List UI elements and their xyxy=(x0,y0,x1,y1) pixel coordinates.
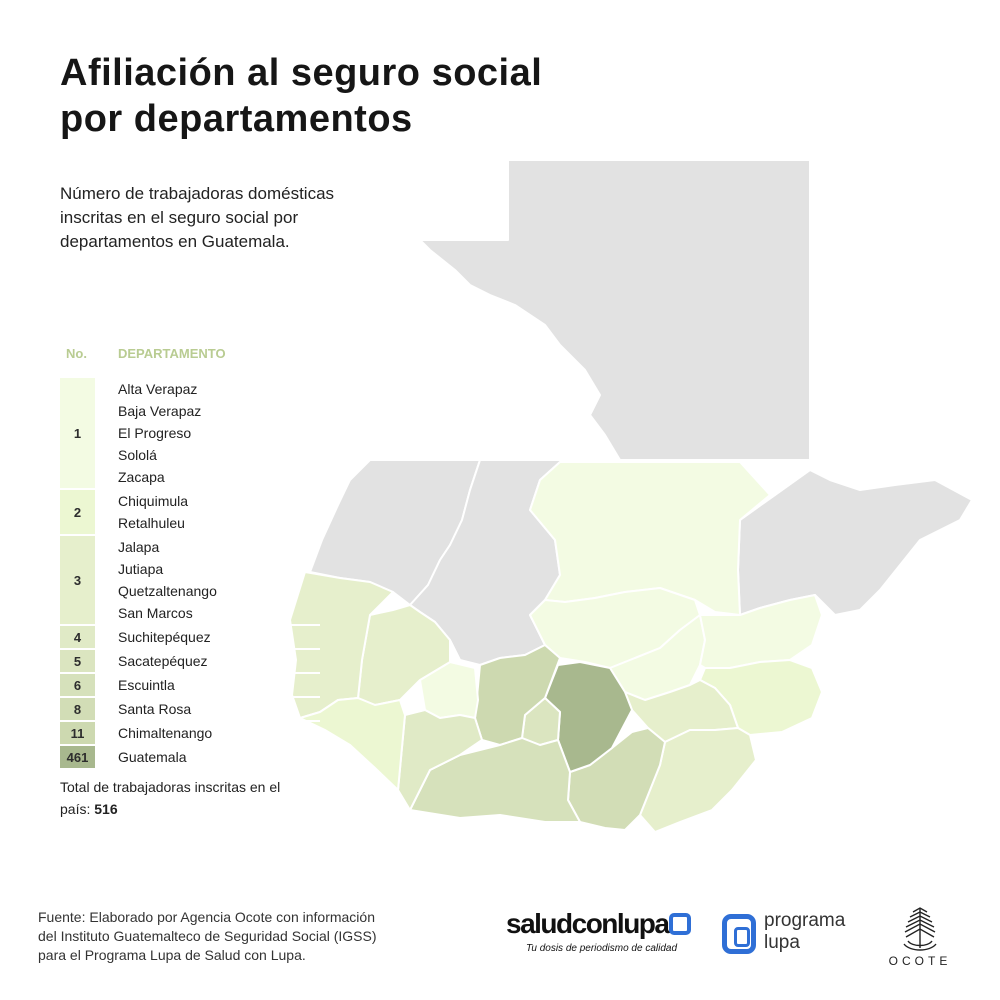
legend-value-swatch: 461 xyxy=(60,746,95,768)
title-line: por departamentos xyxy=(60,98,413,140)
legend-value-swatch: 3 xyxy=(60,536,95,624)
saludconlupa-wordmark: saludconlupa xyxy=(506,908,670,939)
legend-groups: 1 Alta Verapaz Baja Verapaz El Progreso Solo… xyxy=(60,378,320,770)
legend-department: Suchitepéquez xyxy=(118,629,211,645)
page-title: Afiliación al seguro social por departam… xyxy=(60,50,620,142)
legend-value-swatch: 6 xyxy=(60,674,95,696)
legend-department: Retalhuleu xyxy=(118,515,185,531)
programa-lupa-line1: programa xyxy=(764,910,846,931)
legend-department: Santa Rosa xyxy=(118,701,192,717)
source-line: para el Programa Lupa de Salud con Lupa. xyxy=(38,947,306,963)
title-line: Afiliación al seguro social xyxy=(60,52,543,94)
legend-department: El Progreso xyxy=(118,425,192,441)
legend-group: 4 Suchitepéquez xyxy=(60,626,320,650)
legend-value-swatch: 5 xyxy=(60,650,95,672)
saludconlupa-logo: saludconlupa Tu dosis de periodismo de c… xyxy=(506,908,696,960)
legend-department: Jalapa xyxy=(118,539,160,555)
subtitle-line: inscritas en el seguro social por xyxy=(60,208,299,227)
ocote-emblem-icon xyxy=(903,907,937,951)
legend-department: Jutiapa xyxy=(118,561,164,577)
legend-header: No. DEPARTAMENTO xyxy=(60,346,320,378)
legend-value-swatch: 11 xyxy=(60,722,95,744)
lupa-q-icon xyxy=(669,913,692,935)
region-santa-rosa xyxy=(567,727,666,831)
saludconlupa-tagline: Tu dosis de periodismo de calidad xyxy=(526,943,678,954)
programa-lupa-icon xyxy=(722,914,756,954)
region-izabal xyxy=(737,469,973,616)
region-suchitepequez xyxy=(397,709,483,811)
legend-group: 6 Escuintla xyxy=(60,674,320,698)
legend-department: Escuintla xyxy=(118,677,175,693)
legend-group: 1 Alta Verapaz Baja Verapaz El Progreso Solo… xyxy=(60,378,320,490)
legend-group: 461 Guatemala xyxy=(60,746,320,770)
region-zacapa xyxy=(699,594,823,669)
source-line: Fuente: Elaborado por Agencia Ocote con … xyxy=(38,909,375,925)
legend-header-no: No. xyxy=(66,346,87,361)
legend-department: San Marcos xyxy=(118,605,193,621)
region-retalhuleu xyxy=(299,697,406,791)
total-value: 516 xyxy=(94,801,118,817)
programa-lupa-line2: lupa xyxy=(764,932,800,953)
total-label: Total de trabajadoras inscritas en el pa… xyxy=(60,779,281,817)
legend-value-swatch: 8 xyxy=(60,698,95,720)
region-peten xyxy=(419,159,811,461)
source-line: del Instituto Guatemalteco de Seguridad … xyxy=(38,928,377,944)
ocote-wordmark: OCOTE xyxy=(888,954,952,968)
subtitle-line: departamentos en Guatemala. xyxy=(60,232,290,251)
legend-department: Baja Verapaz xyxy=(118,403,202,419)
legend-department: Zacapa xyxy=(118,469,165,485)
ocote-logo: OCOTE xyxy=(880,904,960,976)
legend-group: 11 Chimaltenango xyxy=(60,722,320,746)
subtitle: Número de trabajadoras domésticas inscri… xyxy=(60,182,420,254)
legend-header-department: DEPARTAMENTO xyxy=(118,346,226,361)
subtitle-line: Número de trabajadoras domésticas xyxy=(60,184,335,203)
legend-group: 2 Chiquimula Retalhuleu xyxy=(60,490,320,536)
legend-department: Sacatepéquez xyxy=(118,653,208,669)
source-note: Fuente: Elaborado por Agencia Ocote con … xyxy=(38,908,458,965)
legend-group: 3 Jalapa Jutiapa Quetzaltenango San Marcos xyxy=(60,536,320,626)
legend-value-swatch: 1 xyxy=(60,378,95,488)
legend-department: Guatemala xyxy=(118,749,187,765)
legend-group: 8 Santa Rosa xyxy=(60,698,320,722)
legend-department: Chimaltenango xyxy=(118,725,213,741)
legend-department: Chiquimula xyxy=(118,493,189,509)
legend-group: 5 Sacatepéquez xyxy=(60,650,320,674)
total-summary: Total de trabajadoras inscritas en el pa… xyxy=(60,776,310,820)
legend-value-swatch: 2 xyxy=(60,490,95,534)
legend-value-swatch: 4 xyxy=(60,626,95,648)
programa-lupa-logo: programa lupa xyxy=(722,910,862,956)
legend-department: Sololá xyxy=(118,447,157,463)
legend-department: Quetzaltenango xyxy=(118,583,217,599)
legend-department: Alta Verapaz xyxy=(118,381,198,397)
legend: No. DEPARTAMENTO 1 Alta Verapaz Baja Verap… xyxy=(60,346,320,770)
